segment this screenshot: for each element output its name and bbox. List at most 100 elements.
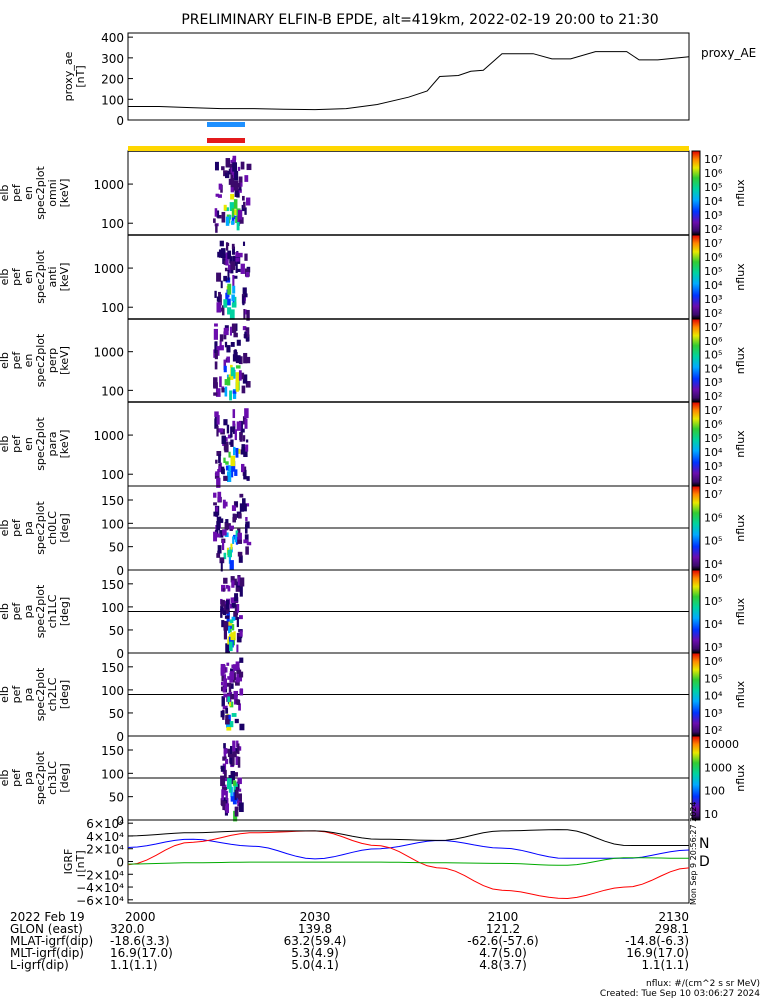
spectrogram-pixel: [236, 421, 242, 431]
y-tick-label: 100: [101, 93, 124, 107]
spectrogram-pixel: [230, 159, 235, 164]
y-tick-label: 6×10⁴: [86, 817, 124, 831]
footer-row-label: GLON (east): [10, 922, 83, 936]
spectrogram-pixel: [235, 756, 239, 765]
spectrogram-pixel: [216, 415, 220, 425]
spectrogram-pixel: [215, 459, 218, 464]
spectrogram-pixel: [225, 461, 229, 465]
footer-value: 16.9(17.0): [110, 946, 173, 960]
spectrogram-pixel: [220, 561, 223, 572]
colorbar-tick-label: 10⁵: [704, 672, 722, 685]
spectrogram-pixel: [235, 372, 240, 383]
spectrogram-pixel: [231, 580, 235, 588]
spectrogram-pixel: [234, 748, 239, 754]
y-tick-label: 1000: [93, 262, 124, 276]
footer-value: -18.6(3.3): [110, 934, 170, 948]
spectrogram-pixel: [230, 367, 235, 377]
spectrogram-pixel: [237, 528, 241, 536]
spectrogram-pixel: [219, 530, 224, 538]
spectrogram-pixel: [229, 627, 232, 633]
spectrogram-pixel: [245, 521, 250, 529]
spectrogram-pixel: [233, 513, 237, 520]
y-tick-label: 150: [101, 661, 124, 675]
spectrogram-pixel: [230, 576, 235, 583]
spectrogram-pixel: [230, 193, 235, 200]
spectrogram-pixel: [229, 560, 234, 570]
panel-grf: IGRF [nT]6×10⁴4×10⁴2×10⁴0−2×10⁴−4×10⁴−6×1…: [62, 817, 710, 908]
spectrogram-pixel: [221, 435, 226, 444]
spectrogram-pixel: [225, 584, 229, 589]
spectrogram-pixel: [233, 423, 236, 434]
spectrogram-pixel: [223, 743, 226, 749]
spectrogram-pixel: [227, 465, 232, 472]
spectrogram-pixel: [230, 426, 233, 438]
y-tick-label: −4×10⁴: [76, 881, 124, 895]
spectrogram-pixel: [220, 667, 224, 676]
colorbar-tick-label: 1000: [704, 761, 732, 774]
spectrogram-pixel: [213, 531, 218, 542]
spectrogram-pixel: [238, 370, 242, 381]
panel-pa_ch0: elb pef pa spec2plot ch0LC [deg] 150 100 50 0 10⁷ 1…: [0, 485, 747, 578]
spectrogram-pixel: [214, 411, 219, 417]
spectrogram-pixel: [218, 249, 223, 258]
footer-value: 16.9(17.0): [626, 946, 689, 960]
spectrogram-pixel: [246, 163, 252, 171]
spectrogram-pixel: [220, 765, 225, 770]
spectrogram-pixel: [224, 386, 228, 397]
spectrogram-pixel: [229, 214, 232, 220]
y-axis-label-line: pa: [22, 688, 35, 702]
spectrogram-pixel: [232, 409, 236, 419]
grf-series-2: [127, 829, 689, 846]
colorbar-tick-label: 10⁶: [704, 418, 723, 431]
footer-value: 1.1(1.1): [641, 958, 689, 972]
spectrogram-pixel: [229, 326, 232, 336]
spectrogram-pixel: [231, 624, 235, 631]
y-tick-label: 100: [101, 684, 124, 698]
spectrogram-pixel: [226, 778, 232, 790]
spectrogram-pixel: [236, 667, 240, 674]
y-tick-label: 100: [101, 767, 124, 781]
spectrogram-pixel: [229, 757, 233, 765]
spectrogram-pixel: [240, 449, 245, 455]
spectrogram-pixel: [229, 619, 234, 624]
spectrogram-pixel: [226, 662, 230, 666]
footer-value: 4.8(3.7): [479, 958, 527, 972]
spectrogram-pixel: [239, 585, 243, 597]
spectrogram-pixel: [219, 557, 225, 564]
spectrogram-pixel: [232, 801, 237, 805]
spectrogram-pixel: [239, 432, 243, 442]
spectrogram-pixel: [221, 211, 226, 223]
grf-series-3: [127, 857, 689, 866]
colorbar-tick-label: 10⁴: [704, 279, 723, 292]
colorbar-tick-label: 10⁵: [704, 432, 722, 445]
spectrogram-pixel: [240, 263, 245, 274]
created-timestamp: Created: Tue Sep 10 03:06:27 2024: [600, 989, 760, 999]
footer-value: 1.1(1.1): [110, 958, 158, 972]
y-axis-label-line: omni: [46, 179, 59, 206]
y-tick-label: 100: [101, 301, 124, 315]
y-axis-label: IGRF [nT]: [62, 849, 87, 875]
colorbar-tick-label: 10⁷: [704, 488, 722, 501]
spectrogram-pixel: [235, 355, 241, 364]
spectrogram-pixel: [222, 588, 225, 592]
spectrogram-pixel: [216, 210, 220, 218]
y-tick-label: 1000: [93, 429, 124, 443]
units-note: nflux: #/(cm^2 s sr MeV): [646, 979, 760, 989]
spectrogram-pixel: [220, 775, 226, 787]
spectrogram-pixel: [241, 385, 246, 394]
y-tick-label: 0: [116, 814, 124, 828]
colorbar-tick-label: 10²: [704, 390, 722, 403]
spectrogram-pixel: [238, 746, 242, 751]
spectrogram-pixel: [217, 251, 220, 258]
spectrogram-pixel: [233, 275, 238, 279]
footer-value: 320.0: [110, 922, 144, 936]
colorbar-tick-label: 10⁴: [704, 362, 723, 375]
y-axis-label-line: pef: [10, 685, 23, 704]
footer-value: 121.2: [486, 922, 520, 936]
spectrogram-pixel: [229, 641, 233, 652]
spectrogram-pixel: [222, 529, 227, 536]
colorbar-tick-label: 10³: [704, 641, 722, 654]
spectrogram-pixel: [237, 215, 240, 226]
spectrogram-pixel: [219, 240, 224, 247]
spectrogram-pixel: [244, 418, 248, 429]
